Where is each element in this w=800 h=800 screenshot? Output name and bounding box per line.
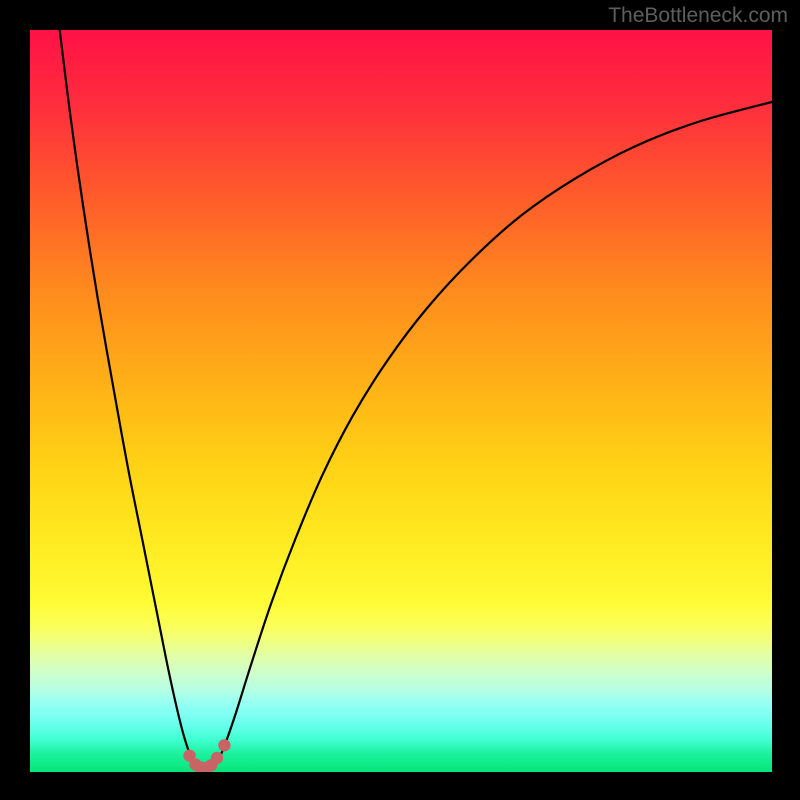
- valley-marker: [211, 752, 223, 764]
- valley-marker: [218, 739, 230, 751]
- figure-canvas: TheBottleneck.com: [0, 0, 800, 800]
- curve-layer: [30, 30, 772, 772]
- valley-marker-group: [183, 739, 230, 772]
- curve-right: [216, 102, 773, 765]
- bottleneck-plot: [30, 30, 772, 772]
- watermark-text: TheBottleneck.com: [608, 4, 788, 28]
- curve-left: [60, 30, 197, 765]
